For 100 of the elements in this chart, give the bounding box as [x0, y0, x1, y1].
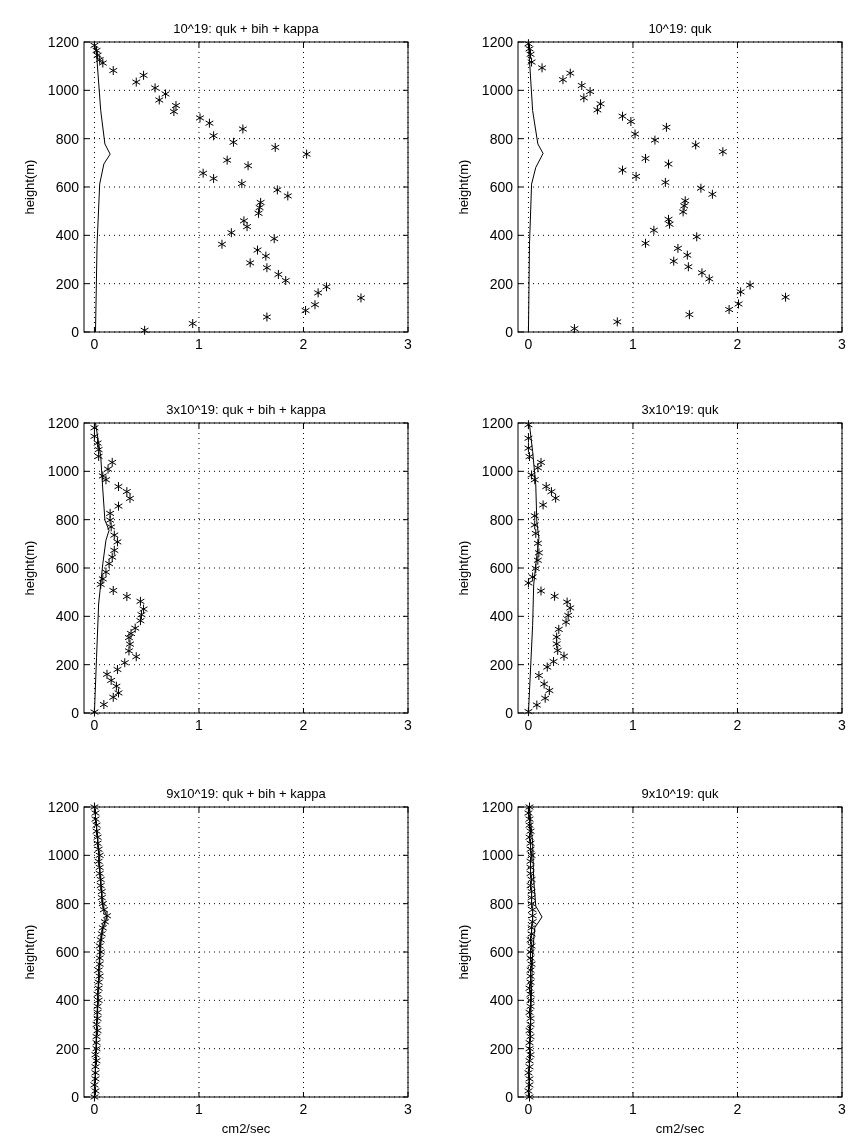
x-tick-label: 3: [404, 336, 413, 352]
point: [95, 868, 105, 879]
point: [669, 256, 679, 267]
y-tick-label: 200: [55, 1040, 80, 1057]
point: [92, 1031, 101, 1042]
point: [691, 139, 701, 150]
point: [96, 934, 106, 945]
point: [708, 189, 717, 200]
point: [526, 934, 535, 945]
point: [526, 844, 535, 855]
point: [255, 202, 264, 213]
point: [93, 832, 102, 843]
point: [525, 1025, 534, 1036]
point: [95, 862, 105, 873]
x-tick-label: 0: [524, 336, 533, 352]
point: [527, 874, 536, 885]
point: [154, 95, 164, 105]
point: [95, 940, 105, 951]
point: [229, 137, 238, 148]
point: [92, 1019, 101, 1030]
point: [577, 80, 587, 91]
x-axis-title: cm2/sec: [655, 1121, 705, 1136]
point: [533, 555, 543, 566]
x-tick-label: 3: [838, 717, 847, 733]
y-axis-title: height(m): [22, 924, 37, 980]
x-tick-label: 0: [524, 1101, 533, 1117]
point: [554, 624, 564, 635]
point: [106, 521, 116, 532]
y-tick-label: 1000: [47, 463, 80, 480]
point: [565, 602, 575, 613]
point: [93, 989, 102, 1000]
point: [107, 457, 117, 468]
point: [97, 928, 107, 939]
point: [93, 838, 102, 849]
y-tick-label: 1000: [481, 847, 514, 864]
point: [94, 995, 104, 1006]
point: [537, 62, 547, 73]
point: [526, 1031, 535, 1042]
point: [139, 604, 148, 615]
chart-title: 10^19: quk + bih + kappa: [173, 21, 320, 36]
point: [114, 481, 123, 492]
point: [527, 940, 536, 951]
point: [538, 499, 548, 510]
x-tick-label: 1: [195, 336, 204, 352]
y-tick-label: 800: [55, 511, 80, 528]
x-tick-label: 2: [733, 717, 742, 733]
point: [528, 916, 538, 927]
y-tick-label: 0: [71, 704, 80, 721]
point: [109, 545, 119, 556]
point: [540, 693, 550, 704]
point: [91, 1049, 100, 1060]
point: [112, 681, 121, 692]
point: [131, 651, 141, 662]
point: [102, 910, 112, 921]
x-tick-label: 1: [629, 1101, 638, 1117]
point: [95, 850, 105, 861]
point: [660, 177, 670, 188]
point: [536, 457, 546, 468]
point: [92, 1037, 101, 1048]
y-tick-label: 800: [489, 130, 514, 147]
point: [94, 983, 104, 994]
point: [551, 493, 561, 504]
point: [736, 286, 746, 297]
point: [105, 508, 115, 519]
y-tick-label: 1200: [481, 33, 514, 50]
point: [734, 298, 743, 309]
chart-title: 3x10^19: quk + bih + kappa: [166, 402, 327, 417]
point: [704, 273, 714, 284]
y-tick-label: 1200: [481, 798, 514, 815]
point: [274, 269, 283, 280]
y-tick-label: 600: [55, 178, 80, 195]
point: [217, 239, 227, 250]
point: [109, 530, 119, 541]
point: [685, 309, 694, 320]
point: [526, 838, 535, 849]
y-tick-label: 1200: [481, 414, 514, 431]
point: [526, 977, 535, 988]
point: [528, 904, 538, 915]
point: [253, 245, 262, 256]
y-tick-label: 1200: [47, 33, 80, 50]
point: [682, 250, 692, 261]
point: [122, 486, 132, 497]
point: [245, 257, 255, 268]
point: [697, 267, 707, 278]
point: [90, 707, 99, 718]
point: [585, 86, 595, 97]
point: [525, 1007, 534, 1018]
point: [596, 98, 605, 109]
point: [98, 470, 108, 481]
y-tick-label: 200: [489, 275, 514, 292]
y-tick-label: 0: [505, 1088, 514, 1105]
point: [552, 632, 562, 643]
point: [95, 54, 105, 65]
point: [526, 862, 535, 873]
point: [124, 632, 134, 643]
point: [664, 159, 673, 170]
point: [524, 419, 533, 430]
point: [239, 215, 249, 226]
point: [641, 238, 650, 249]
chart-title: 10^19: quk: [648, 21, 713, 36]
